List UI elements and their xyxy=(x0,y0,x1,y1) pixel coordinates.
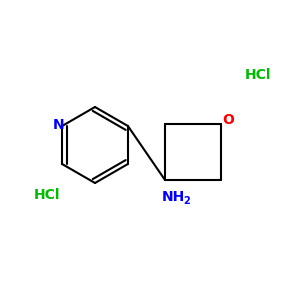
Text: HCl: HCl xyxy=(245,68,271,82)
Text: N: N xyxy=(52,118,64,132)
Text: NH: NH xyxy=(161,190,184,204)
Text: HCl: HCl xyxy=(34,188,60,202)
Text: 2: 2 xyxy=(184,196,190,206)
Text: O: O xyxy=(222,113,234,127)
